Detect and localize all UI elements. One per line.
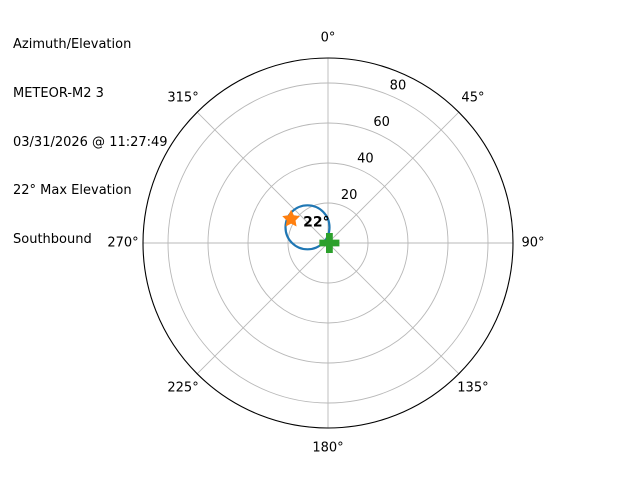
origin-plus-marker bbox=[319, 233, 340, 253]
max-elevation-text: 22° Max Elevation bbox=[13, 183, 132, 199]
elevation-tick-label-40: 40 bbox=[357, 151, 374, 166]
pass-direction: Southbound bbox=[13, 231, 92, 247]
azimuth-tick-label-135: 135° bbox=[457, 380, 488, 395]
elevation-tick-label-20: 20 bbox=[341, 188, 358, 203]
azimuth-tick-label-180: 180° bbox=[312, 441, 343, 456]
azimuth-spoke-315 bbox=[196, 111, 329, 244]
azimuth-tick-label-0: 0° bbox=[321, 31, 336, 46]
azimuth-spoke-135 bbox=[327, 242, 460, 375]
pass-info-block: Azimuth/Elevation METEOR-M2 3 03/31/2026… bbox=[13, 5, 168, 264]
pass-timestamp: 03/31/2026 @ 11:27:49 bbox=[13, 134, 168, 150]
elevation-tick-label-80: 80 bbox=[390, 78, 407, 93]
satellite-name: METEOR-M2 3 bbox=[13, 86, 104, 102]
azimuth-spoke-45 bbox=[327, 111, 460, 244]
azimuth-tick-label-270: 270° bbox=[107, 236, 138, 251]
satellite-track bbox=[284, 204, 331, 251]
azimuth-tick-label-90: 90° bbox=[521, 236, 544, 251]
azimuth-tick-label-45: 45° bbox=[461, 91, 484, 106]
elevation-tick-label-60: 60 bbox=[373, 115, 390, 130]
max-elevation-star-icon bbox=[282, 209, 300, 227]
plot-title: Azimuth/Elevation bbox=[13, 37, 132, 53]
azimuth-tick-label-315: 315° bbox=[167, 91, 198, 106]
azimuth-spoke-225 bbox=[196, 242, 329, 375]
azimuth-tick-label-225: 225° bbox=[167, 380, 198, 395]
max-elevation-label: 22° bbox=[303, 215, 329, 231]
plot-outline bbox=[142, 57, 514, 429]
